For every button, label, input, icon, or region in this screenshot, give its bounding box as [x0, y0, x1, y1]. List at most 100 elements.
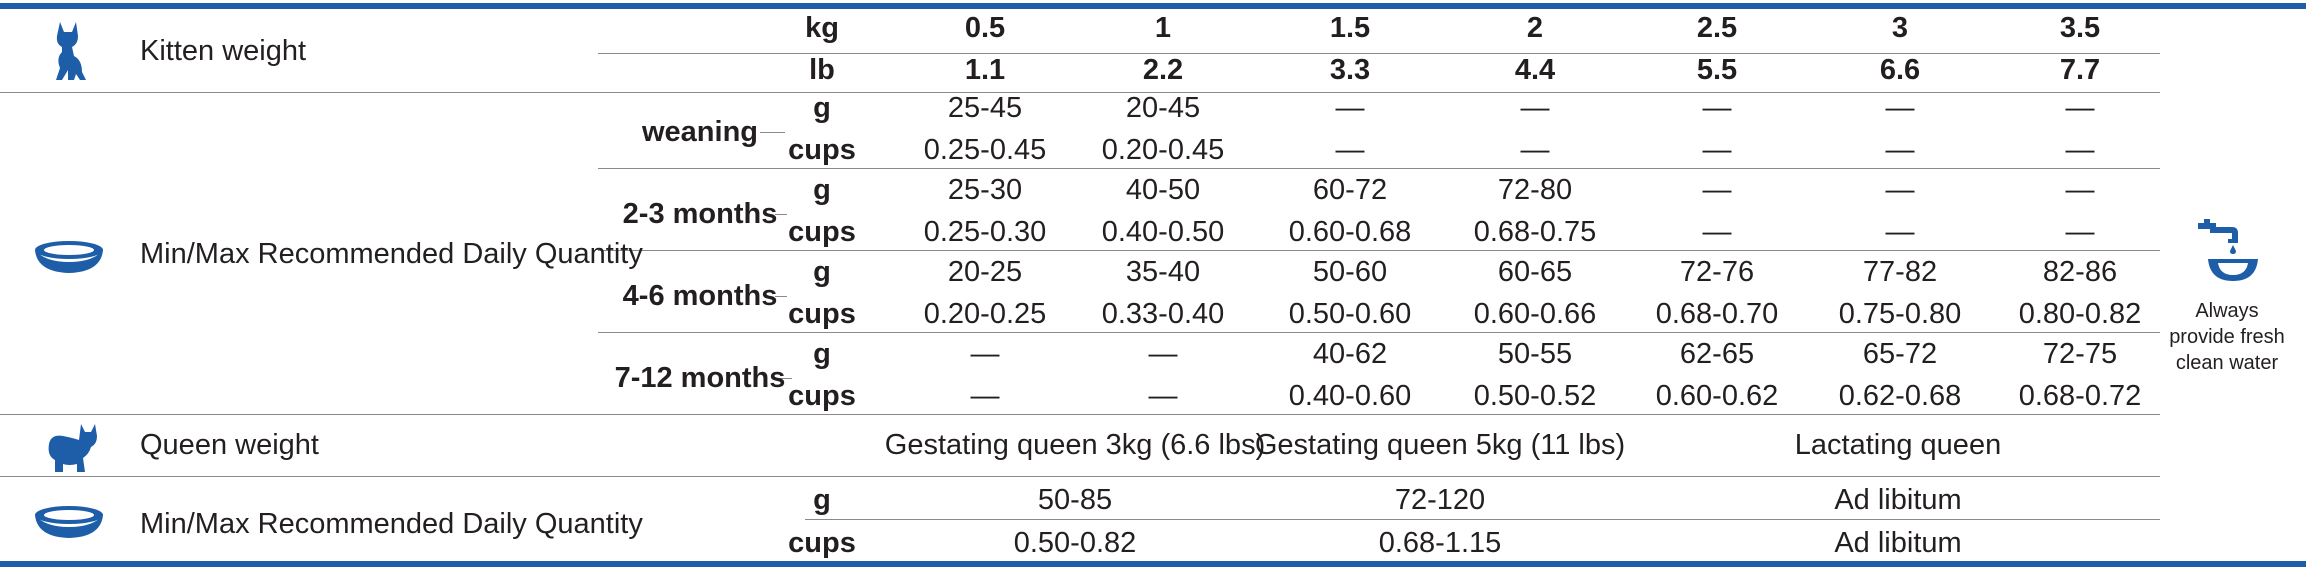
queen-unit-g-label: g	[813, 484, 831, 516]
separator	[805, 519, 2160, 520]
queen-daily-quantity-label: Min/Max Recommended Daily Quantity	[140, 508, 643, 540]
unit-lb-label: lb	[809, 54, 835, 86]
cups-value: —	[970, 380, 1000, 412]
g-value: —	[2065, 92, 2095, 124]
g-value: 35-40	[1125, 256, 1201, 288]
kitten-icon	[56, 22, 86, 80]
g-value: 72-76	[1679, 256, 1755, 288]
unit-g-label: g	[813, 338, 831, 370]
cups-value: 0.40-0.50	[1101, 216, 1225, 248]
separator	[598, 53, 2160, 54]
queen-header: Lactating queen	[1794, 429, 2002, 461]
queen-cups-value: Ad libitum	[1834, 527, 1962, 559]
cups-value: 0.25-0.45	[923, 134, 1047, 166]
g-value: 50-55	[1497, 338, 1573, 370]
g-value: 72-75	[2042, 338, 2118, 370]
lb-value: 7.7	[2059, 54, 2101, 86]
g-value: 65-72	[1862, 338, 1938, 370]
g-value: —	[970, 338, 1000, 370]
g-value: 20-45	[1125, 92, 1201, 124]
queen-unit-cups-label: cups	[788, 527, 856, 559]
g-value: 60-65	[1497, 256, 1573, 288]
kg-value: 2	[1526, 12, 1544, 44]
cups-value: 0.50-0.60	[1288, 298, 1412, 330]
queen-cups-value: 0.50-0.82	[1013, 527, 1137, 559]
cups-value: —	[1520, 134, 1550, 166]
queen-header: Gestating queen 5kg (11 lbs)	[1254, 429, 1626, 461]
g-value: 25-30	[947, 174, 1023, 206]
cups-value: 0.60-0.62	[1655, 380, 1779, 412]
cups-value: 0.60-0.66	[1473, 298, 1597, 330]
queen-weight-label: Queen weight	[140, 429, 319, 461]
cups-value: 0.40-0.60	[1288, 380, 1412, 412]
age-group-label: weaning	[641, 116, 759, 148]
age-group-label: 7-12 months	[614, 362, 786, 394]
food-bowl-icon	[35, 506, 103, 538]
kitten-weight-label: Kitten weight	[140, 35, 307, 67]
cups-value: —	[2065, 216, 2095, 248]
queen-cat-icon	[48, 424, 97, 472]
cups-value: —	[1885, 216, 1915, 248]
cups-value: 0.20-0.25	[923, 298, 1047, 330]
lb-value: 2.2	[1142, 54, 1184, 86]
unit-g-label: g	[813, 256, 831, 288]
separator	[0, 476, 2160, 477]
cups-value: 0.68-0.70	[1655, 298, 1779, 330]
g-value: 40-62	[1312, 338, 1388, 370]
g-value: 20-25	[947, 256, 1023, 288]
cups-value: —	[2065, 134, 2095, 166]
age-tick	[775, 214, 787, 215]
g-value: 82-86	[2042, 256, 2118, 288]
queen-g-value: 72-120	[1394, 484, 1486, 516]
unit-kg-label: kg	[805, 12, 839, 44]
kg-value: 1.5	[1329, 12, 1371, 44]
unit-cups-label: cups	[788, 380, 856, 412]
water-tap-icon	[2198, 219, 2258, 281]
kg-value: 3	[1891, 12, 1909, 44]
unit-cups-label: cups	[788, 216, 856, 248]
lb-value: 6.6	[1879, 54, 1921, 86]
g-value: 25-45	[947, 92, 1023, 124]
separator	[598, 332, 2160, 333]
age-tick	[780, 378, 792, 379]
queen-g-value: Ad libitum	[1834, 484, 1962, 516]
lb-value: 1.1	[964, 54, 1006, 86]
g-value: —	[1885, 174, 1915, 206]
g-value: 50-60	[1312, 256, 1388, 288]
g-value: —	[1520, 92, 1550, 124]
cups-value: 0.25-0.30	[923, 216, 1047, 248]
cups-value: —	[1335, 134, 1365, 166]
kg-value: 1	[1154, 12, 1172, 44]
kg-value: 3.5	[2059, 12, 2101, 44]
cups-value: —	[1702, 216, 1732, 248]
queen-g-value: 50-85	[1037, 484, 1113, 516]
cups-value: 0.60-0.68	[1288, 216, 1412, 248]
age-tick	[775, 296, 787, 297]
g-value: —	[1885, 92, 1915, 124]
cups-value: 0.75-0.80	[1838, 298, 1962, 330]
cups-value: 0.68-0.72	[2018, 380, 2142, 412]
g-value: —	[1702, 174, 1732, 206]
g-value: —	[1335, 92, 1365, 124]
cups-value: —	[1885, 134, 1915, 166]
g-value: —	[2065, 174, 2095, 206]
g-value: 40-50	[1125, 174, 1201, 206]
bottom-rule	[0, 561, 2306, 567]
lb-value: 3.3	[1329, 54, 1371, 86]
lb-value: 4.4	[1514, 54, 1556, 86]
g-value: —	[1702, 92, 1732, 124]
unit-cups-label: cups	[788, 134, 856, 166]
cups-value: 0.80-0.82	[2018, 298, 2142, 330]
cups-value: 0.50-0.52	[1473, 380, 1597, 412]
queen-cups-value: 0.68-1.15	[1378, 527, 1502, 559]
kg-value: 0.5	[964, 12, 1006, 44]
kg-value: 2.5	[1696, 12, 1738, 44]
cups-value: —	[1702, 134, 1732, 166]
separator	[598, 168, 2160, 169]
g-value: 77-82	[1862, 256, 1938, 288]
g-value: 72-80	[1497, 174, 1573, 206]
separator	[0, 414, 2160, 415]
top-rule	[0, 3, 2306, 9]
cups-value: —	[1148, 380, 1178, 412]
age-tick	[760, 132, 785, 133]
